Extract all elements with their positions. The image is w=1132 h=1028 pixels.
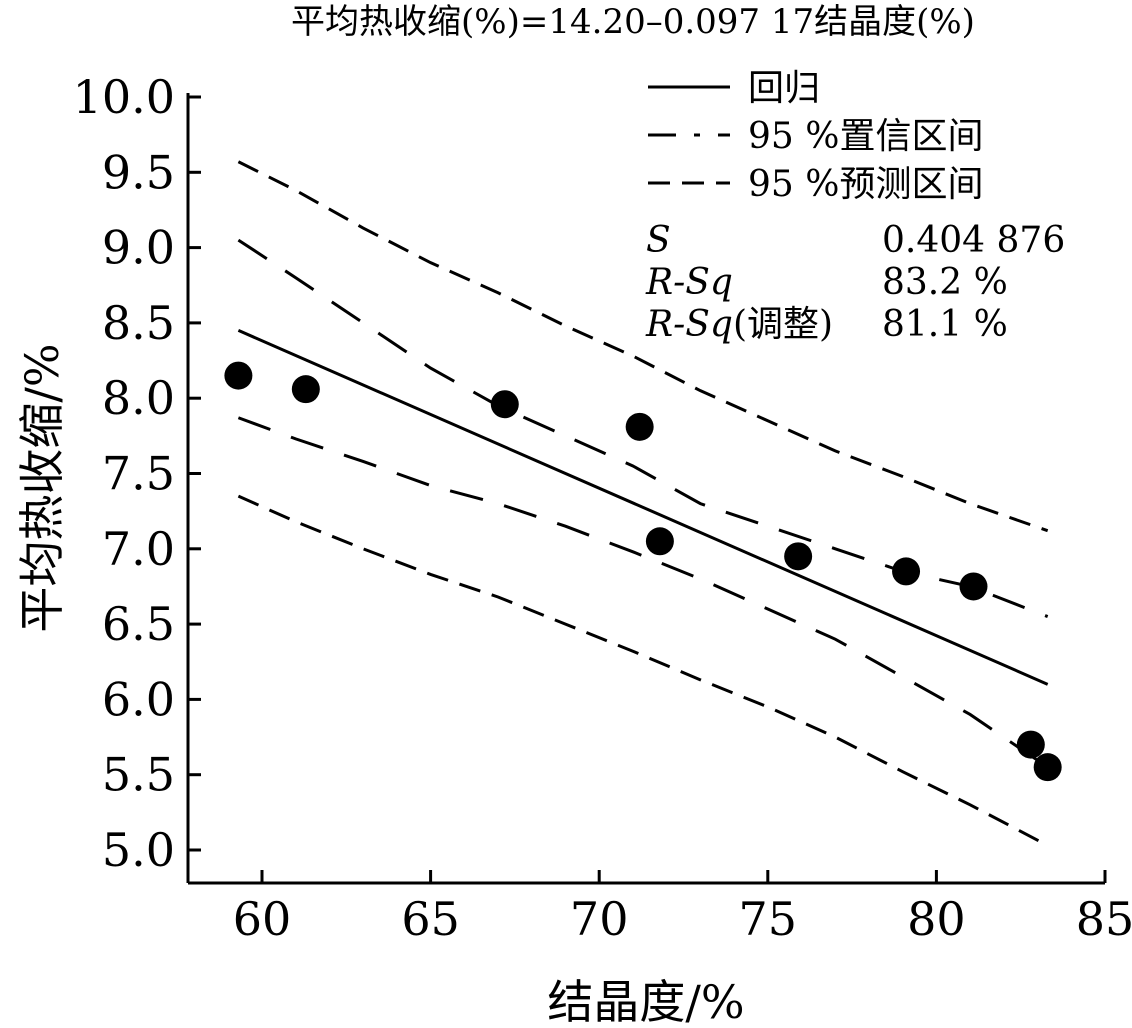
- data-point: [625, 412, 654, 441]
- y-tick-label: 8.5: [102, 296, 175, 350]
- data-point: [892, 557, 921, 586]
- y-tick-label: 9.0: [102, 221, 175, 275]
- stat-rsqadj-label-main: R-Sq: [645, 304, 733, 345]
- x-tick-label: 70: [570, 892, 629, 946]
- data-point: [1033, 753, 1062, 782]
- x-tick-label: 80: [907, 892, 966, 946]
- legend-confidence-label: 95 %置信区间: [748, 116, 983, 157]
- stat-s-value: 0.404 876: [882, 220, 1065, 261]
- y-axis-label: 平均热收缩/%: [15, 343, 69, 632]
- prediction-lower-line: [237, 494, 1049, 847]
- x-axis-label: 结晶度/%: [547, 975, 744, 1028]
- regression-line: [237, 329, 1049, 686]
- y-tick-label: 7.0: [102, 522, 175, 576]
- x-tick-label: 65: [401, 892, 460, 946]
- stat-s-label: S: [646, 220, 671, 261]
- y-tick-label: 5.5: [102, 748, 175, 802]
- stat-rsq-label: R-Sq: [645, 262, 733, 303]
- confidence-lower-line: [237, 416, 1049, 769]
- stat-rsqadj-value: 81.1 %: [882, 304, 1008, 345]
- data-point: [291, 375, 320, 404]
- y-tick-label: 10.0: [73, 70, 175, 124]
- stat-rsqadj-label: R-Sq(调整): [645, 304, 833, 345]
- y-tick-label: 6.0: [102, 672, 175, 726]
- legend-prediction-label: 95 %预测区间: [748, 164, 983, 205]
- y-tick-label: 5.0: [102, 823, 175, 877]
- data-point: [784, 542, 813, 571]
- data-point: [959, 572, 988, 601]
- legend: 回归 95 %置信区间 95 %预测区间: [648, 68, 983, 205]
- stat-rsqadj-label-suffix: (调整): [733, 304, 833, 345]
- stat-rsq-value: 83.2 %: [882, 262, 1008, 303]
- data-point: [490, 390, 519, 419]
- y-tick-label: 9.5: [102, 145, 175, 199]
- stats-block: S 0.404 876 R-Sq 83.2 % R-Sq(调整) 81.1 %: [645, 220, 1065, 345]
- y-tick-label: 6.5: [102, 597, 175, 651]
- x-tick-label: 60: [233, 892, 292, 946]
- prediction-upper-line: [237, 160, 1049, 533]
- x-tick-label: 85: [1076, 892, 1132, 946]
- data-point: [645, 527, 674, 556]
- x-tick-label: 75: [739, 892, 798, 946]
- y-axis-ticks: 5.0 5.5 6.0 6.5 7.0 7.5 8.0 8.5 9.0 9.5 10.0: [73, 70, 201, 877]
- x-axis-ticks: 60 65 70 75 80 85: [233, 870, 1132, 946]
- data-points: [224, 361, 1062, 782]
- data-point: [224, 361, 253, 390]
- data-point: [1016, 730, 1045, 759]
- y-tick-label: 7.5: [102, 447, 175, 501]
- y-tick-label: 8.0: [102, 371, 175, 425]
- chart-title: 平均热收缩(%)=14.20–0.097 17结晶度(%): [291, 2, 975, 42]
- legend-regression-label: 回归: [748, 68, 820, 109]
